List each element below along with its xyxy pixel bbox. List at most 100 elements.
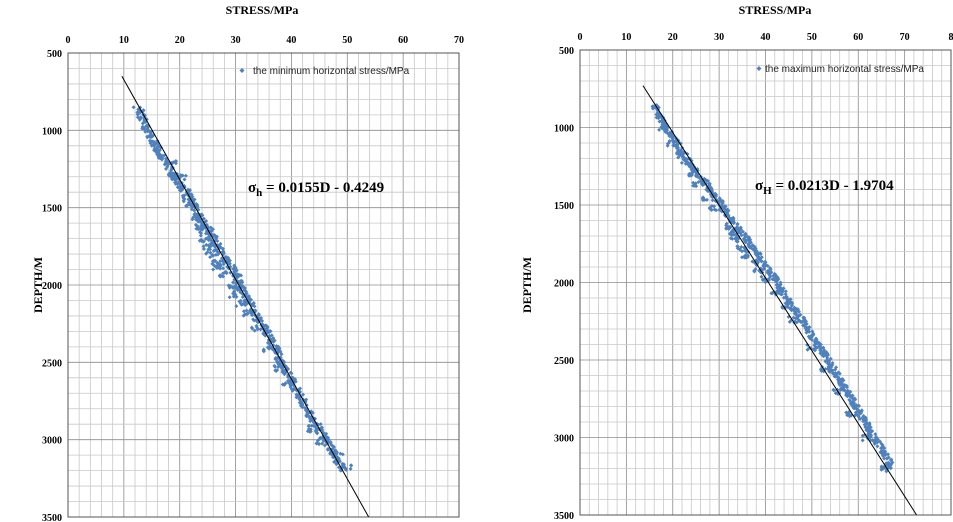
data-point xyxy=(255,327,260,332)
data-point xyxy=(278,364,283,369)
data-point xyxy=(744,255,749,260)
data-point xyxy=(208,255,213,260)
regression-line xyxy=(642,85,918,516)
y-tick-labels: 500 1000 1500 2000 2500 3000 3500 xyxy=(42,49,62,522)
data-point xyxy=(349,463,354,468)
data-point xyxy=(159,154,164,159)
x-tick-label: 70 xyxy=(454,35,464,46)
data-point xyxy=(137,116,142,121)
data-point xyxy=(142,126,147,131)
data-point xyxy=(793,316,798,321)
data-point xyxy=(667,134,672,139)
data-point xyxy=(689,165,694,170)
data-point xyxy=(689,173,694,178)
data-point xyxy=(162,153,167,158)
y-tick-label: 3500 xyxy=(42,513,62,522)
data-point xyxy=(792,305,797,310)
data-point xyxy=(227,284,232,289)
data-point xyxy=(683,161,688,166)
data-point xyxy=(254,323,259,328)
y-tick-label: 2000 xyxy=(554,279,574,290)
data-point xyxy=(192,212,197,217)
data-point xyxy=(320,441,325,446)
data-point xyxy=(809,335,814,340)
data-point xyxy=(209,229,214,234)
data-point xyxy=(867,422,872,427)
data-point xyxy=(743,231,748,236)
data-point xyxy=(211,267,216,272)
x-tick-label: 40 xyxy=(761,32,771,43)
data-point xyxy=(261,332,266,337)
data-point xyxy=(787,319,792,324)
data-point xyxy=(173,159,178,164)
data-point xyxy=(837,381,842,386)
data-point xyxy=(825,355,830,360)
data-point xyxy=(135,110,140,115)
y-tick-label: 3500 xyxy=(554,511,574,522)
data-point xyxy=(170,171,175,176)
data-point xyxy=(771,273,776,278)
data-point xyxy=(156,154,161,159)
data-point xyxy=(657,127,662,132)
data-point xyxy=(273,357,278,362)
data-point xyxy=(314,429,319,434)
data-point xyxy=(308,419,313,424)
data-point xyxy=(217,244,222,249)
data-point xyxy=(873,432,878,437)
data-point xyxy=(193,217,198,222)
data-point xyxy=(250,311,255,316)
data-point xyxy=(240,295,245,300)
data-point xyxy=(311,423,316,428)
data-point xyxy=(201,244,206,249)
data-point xyxy=(691,180,696,185)
data-point xyxy=(818,348,823,353)
y-tick-label: 500 xyxy=(559,46,574,57)
data-point xyxy=(211,262,216,267)
data-point xyxy=(860,438,865,443)
data-point xyxy=(677,152,682,157)
data-point xyxy=(881,446,886,451)
data-point xyxy=(768,267,773,272)
data-point xyxy=(198,233,203,238)
x-tick-label: 0 xyxy=(578,32,583,43)
plot-frame xyxy=(67,52,460,518)
y-tick-label: 1500 xyxy=(42,204,62,215)
data-point xyxy=(836,370,841,375)
data-point xyxy=(220,246,225,251)
data-point xyxy=(654,112,659,117)
data-point xyxy=(241,309,246,314)
data-point xyxy=(152,148,157,153)
data-point xyxy=(700,183,705,188)
data-point xyxy=(288,370,293,375)
data-point xyxy=(735,244,740,249)
x-tick-label: 8 xyxy=(949,32,953,43)
data-point xyxy=(223,269,228,274)
data-point xyxy=(777,283,782,288)
y-tick-label: 2500 xyxy=(554,356,574,367)
data-point xyxy=(155,144,160,149)
data-point xyxy=(295,393,300,398)
data-point xyxy=(756,251,761,256)
data-point xyxy=(212,244,217,249)
data-point xyxy=(305,411,310,416)
plot-grid xyxy=(67,52,460,518)
data-point xyxy=(831,387,836,392)
x-tick-label: 20 xyxy=(668,32,678,43)
data-point xyxy=(735,222,740,227)
data-point xyxy=(745,234,750,239)
data-point xyxy=(742,237,747,242)
data-point xyxy=(231,291,236,296)
regression-equation: σh = 0.0155D - 0.4249 xyxy=(248,180,384,199)
data-point xyxy=(238,290,243,295)
data-point xyxy=(752,269,757,274)
data-point xyxy=(261,349,266,354)
data-point xyxy=(799,320,804,325)
data-point xyxy=(825,361,830,366)
legend: the minimum horizontal stress/MPa xyxy=(239,66,410,77)
equation-symbol: σ xyxy=(755,178,764,194)
y-tick-labels: 500 1000 1500 2000 2500 3000 3500 xyxy=(554,46,574,522)
y-tick-label: 1000 xyxy=(554,124,574,135)
data-point xyxy=(215,263,220,268)
data-point xyxy=(722,205,727,210)
